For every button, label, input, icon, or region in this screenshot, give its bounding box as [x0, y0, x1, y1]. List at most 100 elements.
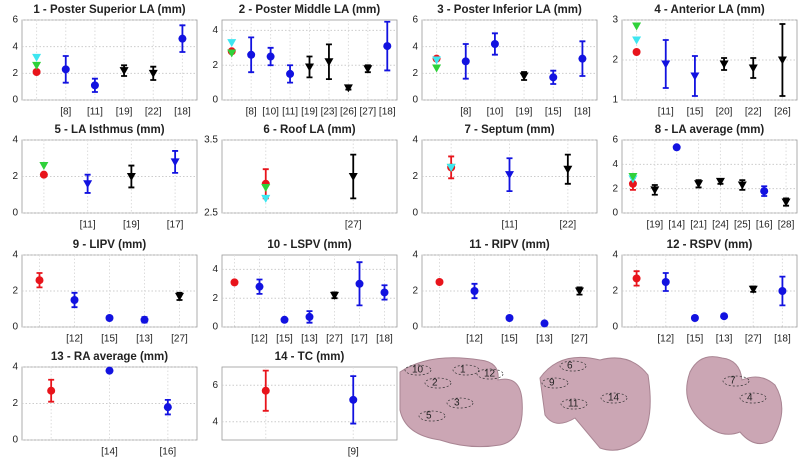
- x-tick-label: [27]: [326, 334, 343, 345]
- marker: [719, 60, 729, 69]
- x-tick-label: [15]: [101, 334, 118, 345]
- region-label: 6: [567, 361, 573, 372]
- marker: [148, 69, 158, 78]
- marker: [286, 69, 295, 78]
- x-tick-label: [18]: [379, 107, 396, 118]
- marker: [380, 288, 389, 297]
- marker: [70, 296, 79, 304]
- marker: [628, 179, 637, 188]
- chart-title: 8 - LA average (mm): [655, 124, 765, 136]
- x-tick-label: [13]: [301, 334, 318, 345]
- x-tick-label: [18]: [174, 107, 191, 118]
- chart-title: 10 - LSPV (mm): [267, 239, 352, 251]
- region-outline: [418, 410, 446, 422]
- marker: [672, 143, 681, 152]
- heart-model: [539, 356, 651, 451]
- marker: [119, 67, 129, 76]
- y-tick-label: 2: [612, 55, 618, 66]
- region-outline: [600, 392, 628, 404]
- marker: [178, 34, 187, 43]
- region-label: 5: [426, 411, 432, 422]
- marker: [549, 73, 558, 82]
- marker: [35, 276, 44, 285]
- y-tick-label: 4: [212, 416, 218, 427]
- marker: [32, 61, 42, 70]
- y-tick-label: 1: [612, 95, 618, 106]
- marker: [83, 180, 93, 189]
- marker: [490, 40, 499, 48]
- marker: [39, 162, 49, 171]
- y-tick-label: 2: [412, 171, 418, 182]
- x-tick-label: [19]: [116, 107, 133, 118]
- y-tick-label: 0: [412, 322, 418, 333]
- y-tick-label: 4: [412, 135, 418, 146]
- x-tick-label: [27]: [359, 107, 376, 118]
- x-tick-label: [13]: [536, 334, 553, 345]
- marker: [470, 287, 479, 295]
- marker: [126, 173, 136, 181]
- marker: [39, 170, 48, 179]
- chart-title: 14 - TC (mm): [275, 351, 345, 363]
- chart-title: 6 - Roof LA (mm): [263, 124, 355, 136]
- x-tick-label: [22]: [745, 107, 762, 118]
- region-outline: [446, 397, 474, 409]
- marker: [266, 52, 275, 61]
- y-tick-label: 2: [212, 293, 218, 304]
- x-tick-label: [8]: [460, 107, 471, 118]
- x-tick-label: [27]: [571, 334, 588, 345]
- x-tick-label: [15]: [276, 334, 293, 345]
- marker: [349, 395, 358, 404]
- y-tick-label: 2.5: [204, 208, 218, 219]
- x-tick-label: [15]: [545, 107, 562, 118]
- region-label: 2: [432, 378, 438, 389]
- x-tick-label: [27]: [171, 334, 188, 345]
- marker: [175, 292, 184, 301]
- x-tick-label: [11]: [658, 107, 674, 118]
- region-outline: [722, 375, 750, 387]
- x-tick-label: [16]: [756, 220, 773, 231]
- x-tick-label: [19]: [301, 107, 318, 118]
- y-tick-label: 2: [12, 398, 18, 409]
- region-label: 7: [730, 376, 736, 387]
- region-outline: [452, 364, 480, 376]
- marker: [435, 278, 444, 286]
- y-tick-label: 2: [12, 171, 18, 182]
- marker: [163, 403, 172, 412]
- x-tick-label: [20]: [716, 107, 733, 118]
- y-tick-label: 4: [412, 250, 418, 261]
- x-tick-label: [15]: [687, 334, 704, 345]
- x-tick-label: [12]: [657, 334, 674, 345]
- x-tick-label: [18]: [574, 107, 591, 118]
- marker: [661, 60, 671, 69]
- region-label: 9: [549, 378, 555, 389]
- marker: [632, 36, 642, 45]
- marker: [105, 366, 114, 375]
- y-tick-label: 2: [212, 60, 218, 71]
- marker: [540, 319, 549, 328]
- y-tick-label: 2: [412, 286, 418, 297]
- marker: [61, 65, 70, 74]
- y-tick-label: 4: [12, 250, 18, 261]
- x-tick-label: [27]: [345, 220, 362, 231]
- chart-title: 9 - LIPV (mm): [73, 239, 147, 251]
- region-label: 11: [568, 399, 579, 410]
- y-tick-label: 0: [12, 208, 18, 219]
- x-tick-label: [12]: [66, 334, 83, 345]
- x-tick-label: [24]: [712, 220, 729, 231]
- marker: [505, 314, 514, 322]
- x-tick-label: [11]: [87, 107, 103, 118]
- y-tick-label: 0: [12, 95, 18, 106]
- region-outline: [739, 392, 767, 404]
- chart-title: 5 - LA Isthmus (mm): [54, 124, 164, 136]
- x-tick-label: [21]: [690, 220, 707, 231]
- x-tick-label: [15]: [687, 107, 704, 118]
- x-tick-label: [8]: [246, 107, 257, 118]
- y-tick-label: 0: [12, 435, 18, 446]
- marker: [227, 39, 237, 48]
- region-outline: [560, 398, 588, 410]
- y-tick-label: 2: [612, 286, 618, 297]
- marker: [355, 279, 364, 288]
- chart-title: 7 - Septum (mm): [464, 124, 554, 136]
- x-tick-label: [13]: [136, 334, 153, 345]
